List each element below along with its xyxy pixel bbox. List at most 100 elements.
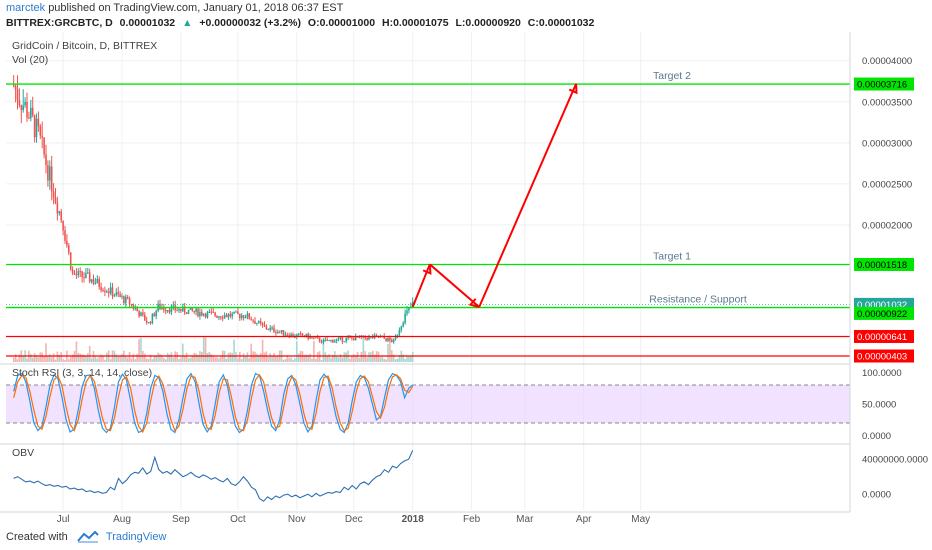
volume-bar xyxy=(121,353,123,362)
volume-bar xyxy=(290,357,292,362)
obv-pane xyxy=(13,450,414,502)
candle-body xyxy=(244,317,247,319)
candle-body xyxy=(351,337,353,339)
tradingview-link[interactable]: TradingView xyxy=(105,531,167,543)
volume-bar xyxy=(45,343,47,362)
volume-bar xyxy=(12,357,15,362)
volume-bar xyxy=(134,359,137,362)
candle-body xyxy=(269,327,271,330)
candle-body xyxy=(39,125,42,136)
volume-bar xyxy=(85,356,87,362)
candle-body xyxy=(246,313,249,318)
candle-body xyxy=(315,337,317,339)
stoch-rsi-pane xyxy=(6,372,850,434)
candle-body xyxy=(145,320,148,323)
candle-body xyxy=(69,252,72,270)
volume-bar xyxy=(102,356,104,362)
candle-body xyxy=(235,311,237,313)
candle-body xyxy=(50,166,53,192)
candle-body xyxy=(220,316,222,318)
candle-body xyxy=(392,339,395,343)
volume-bar xyxy=(56,351,59,362)
last-price: 0.00001032 xyxy=(119,17,176,29)
candle-body xyxy=(206,311,209,318)
candle-body xyxy=(100,287,102,291)
candle-body xyxy=(273,327,275,333)
volume-bar xyxy=(389,337,391,362)
volume-bar xyxy=(128,351,131,362)
volume-bar xyxy=(204,337,207,362)
created-with-text: Created with xyxy=(6,531,68,543)
volume-bar xyxy=(183,356,186,362)
volume-bar xyxy=(303,354,306,362)
candle-body xyxy=(404,313,406,324)
chart-canvas[interactable]: 0.00003716 0.00001518 0.00000641 0.00000403… xyxy=(0,32,932,526)
candle-body xyxy=(201,312,203,316)
candle-body xyxy=(368,336,370,340)
volume-bar xyxy=(145,358,148,362)
volume-bar xyxy=(172,357,175,362)
volume-bar xyxy=(151,359,154,362)
volume-bar xyxy=(18,354,21,362)
volume-bar xyxy=(60,352,62,362)
candle-body xyxy=(166,310,169,312)
author-link[interactable]: marctek xyxy=(6,2,46,14)
obv-series-line xyxy=(13,450,414,502)
candle-body xyxy=(258,321,260,324)
volume-bar xyxy=(233,339,235,362)
candle-body xyxy=(299,333,302,335)
candle-body xyxy=(94,283,97,285)
volume-bar xyxy=(345,352,347,362)
volume-bar xyxy=(109,359,112,362)
candle-body xyxy=(26,102,28,118)
volume-bar xyxy=(366,357,368,362)
candle-body xyxy=(149,322,152,324)
x-tick-label: Sep xyxy=(172,514,190,525)
candle-body xyxy=(130,304,133,306)
candle-body xyxy=(164,310,167,312)
projection-arrow-line xyxy=(478,83,578,308)
candle-body xyxy=(163,307,165,311)
symbol-label: BITTREX:GRCBTC, D xyxy=(6,17,113,29)
candle-body xyxy=(389,337,391,340)
volume-bar xyxy=(277,355,279,362)
candle-body xyxy=(252,320,254,322)
candle-body xyxy=(113,295,116,297)
volume-bar xyxy=(58,355,61,362)
candle-body xyxy=(353,338,355,341)
volume-bar xyxy=(242,353,245,362)
level-annotation: Target 2 xyxy=(653,70,691,82)
volume-bar xyxy=(406,355,408,362)
volume-bar xyxy=(157,352,159,362)
volume-bar xyxy=(220,356,222,362)
obv-pane-title: OBV xyxy=(12,447,34,459)
candle-body xyxy=(107,291,110,294)
candle-body xyxy=(313,337,315,339)
candle-body xyxy=(301,333,304,336)
volume-bar xyxy=(248,358,251,362)
footer: Created with TradingView xyxy=(6,526,166,548)
candle-body xyxy=(138,311,140,317)
volume-bar xyxy=(410,355,412,362)
volume-bar xyxy=(330,357,332,362)
candle-body xyxy=(320,341,323,343)
candle-body xyxy=(47,165,49,181)
volume-bar xyxy=(22,355,24,362)
candle-body xyxy=(277,331,279,334)
projection-arrow-line xyxy=(429,263,480,308)
volume-bar xyxy=(235,352,237,362)
candle-body xyxy=(387,337,389,342)
volume-bar xyxy=(402,354,404,362)
volume-bar xyxy=(351,355,353,362)
candle-body xyxy=(396,334,399,336)
candle-body xyxy=(37,118,40,126)
candle-body xyxy=(280,330,283,332)
candle-body xyxy=(49,166,51,181)
candle-body xyxy=(225,315,228,318)
candle-body xyxy=(204,314,207,318)
volume-bar xyxy=(195,353,197,362)
candle-body xyxy=(62,220,64,231)
candle-body xyxy=(263,324,266,327)
candle-body xyxy=(286,334,289,336)
candle-body xyxy=(347,337,349,339)
